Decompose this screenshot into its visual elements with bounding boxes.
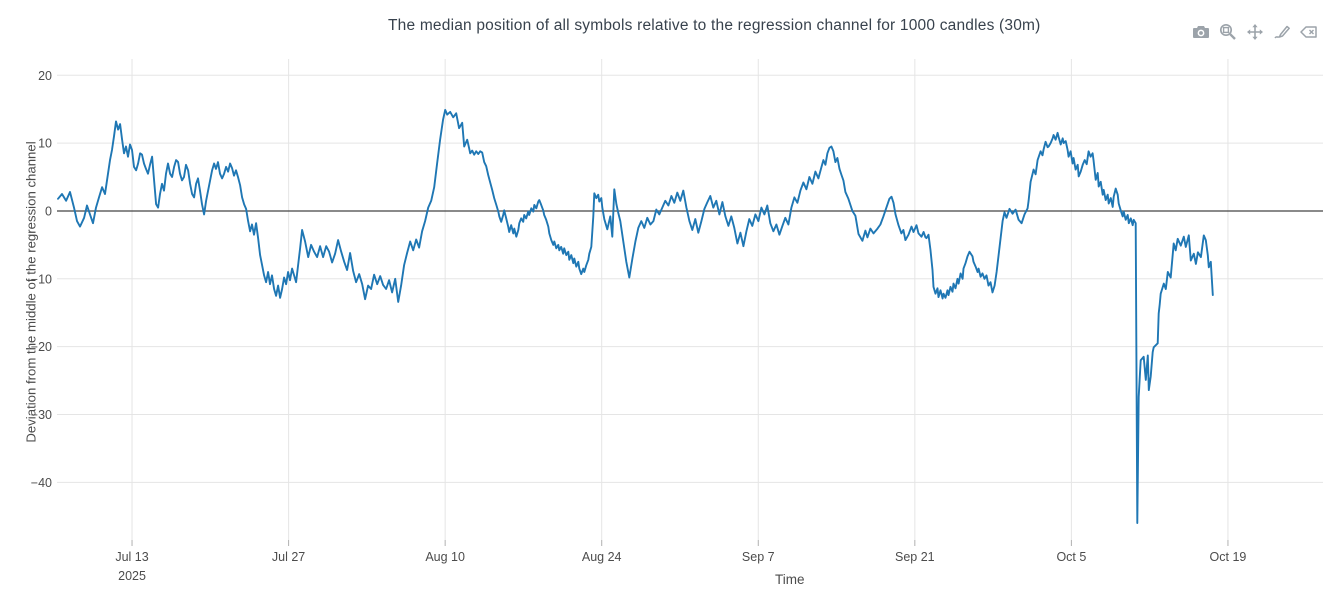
x-tick-label: Aug 10 [425,550,465,564]
x-tick-label: Sep 21 [895,550,935,564]
modebar [1191,22,1323,42]
pan-arrows-icon[interactable] [1245,22,1265,42]
x-tick-label: Oct 19 [1210,550,1247,564]
x-tick-label: Oct 5 [1056,550,1086,564]
erase-shape-icon[interactable] [1299,22,1319,42]
y-axis-title: Deviation from the middle of the regress… [23,141,39,443]
draw-line-icon[interactable] [1272,22,1292,42]
x-tick-label: Jul 13 [115,550,148,564]
x-tick-label: Jul 27 [272,550,305,564]
y-tick-label: 0 [45,204,52,218]
series-line [57,108,1214,524]
y-tick-label: −20 [31,340,52,354]
x-tick-label: Sep 7 [742,550,775,564]
chart-title: The median position of all symbols relat… [388,17,1041,34]
x-tick-sublabel: 2025 [118,569,146,583]
zoom-box-icon[interactable] [1218,22,1238,42]
camera-icon[interactable] [1191,22,1211,42]
y-tick-label: 20 [38,69,52,83]
y-tick-label: −10 [31,272,52,286]
x-axis-title: Time [775,572,805,587]
y-tick-label: 10 [38,137,52,151]
x-tick-label: Aug 24 [582,550,622,564]
y-tick-label: −40 [31,476,52,490]
y-tick-label: −30 [31,408,52,422]
